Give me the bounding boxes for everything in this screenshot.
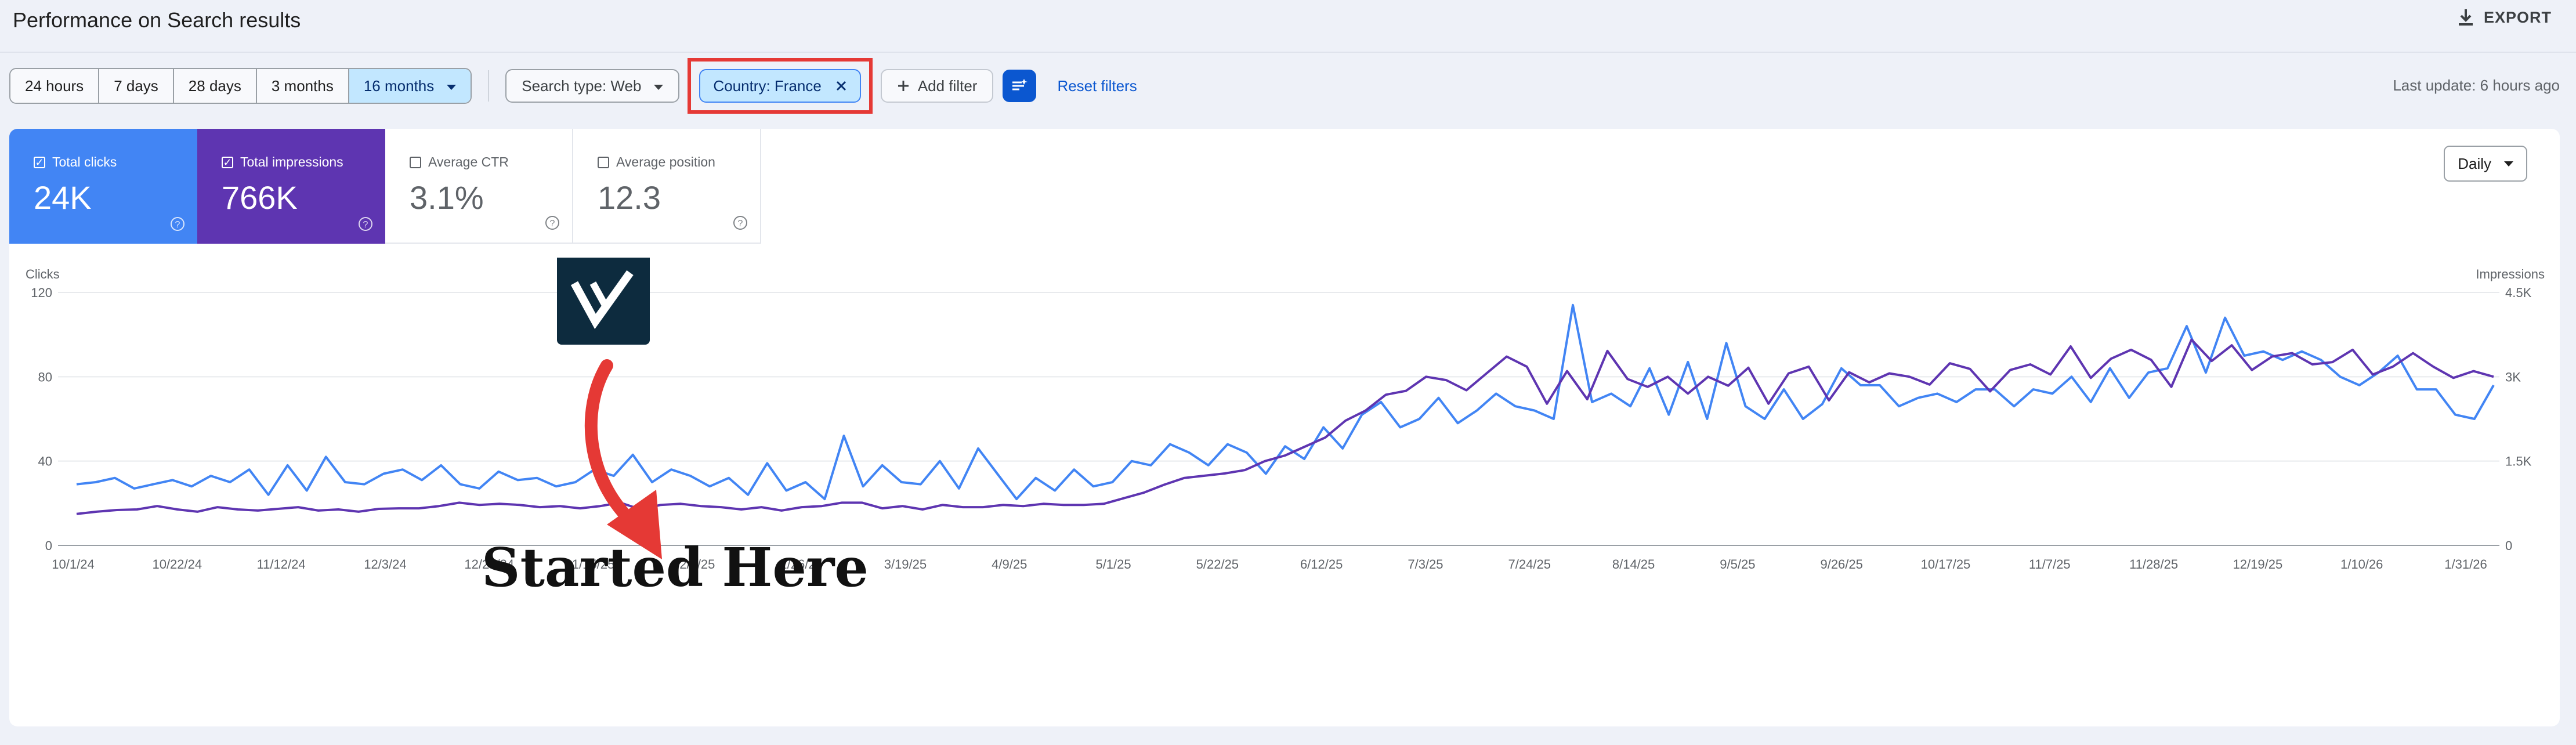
y-right-tick: 3K bbox=[2505, 370, 2521, 384]
x-tick: 12/3/24 bbox=[364, 557, 406, 572]
metric-label: Total impressions bbox=[240, 154, 343, 169]
x-tick: 10/1/24 bbox=[52, 557, 94, 572]
metric-average-position[interactable]: Average position 12.3 ? bbox=[573, 129, 761, 244]
reset-filters-link[interactable]: Reset filters bbox=[1057, 77, 1137, 95]
x-tick: 2/26/25 bbox=[780, 557, 822, 572]
x-tick: 1/31/26 bbox=[2444, 557, 2487, 572]
filter-bar: 24 hours 7 days 28 days 3 months 16 mont… bbox=[9, 58, 1137, 114]
metric-label: Average position bbox=[616, 154, 715, 169]
y-left-axis-label: Clicks bbox=[26, 267, 60, 281]
search-type-label: Search type: Web bbox=[522, 77, 642, 95]
y-left-tick: 80 bbox=[38, 370, 52, 384]
checkbox-checked-icon[interactable]: ✓ bbox=[222, 156, 233, 168]
last-update-text: Last update: 6 hours ago bbox=[2393, 77, 2560, 94]
export-label: EXPORT bbox=[2483, 8, 2552, 26]
annotation: Started Here bbox=[482, 258, 869, 599]
metric-average-ctr[interactable]: Average CTR 3.1% ? bbox=[385, 129, 573, 244]
range-24-hours[interactable]: 24 hours bbox=[10, 69, 100, 103]
range-3-months[interactable]: 3 months bbox=[256, 69, 349, 103]
filter-settings-button[interactable] bbox=[1003, 70, 1037, 102]
x-tick: 1/10/26 bbox=[2340, 557, 2383, 572]
x-tick: 10/17/25 bbox=[1921, 557, 1971, 572]
y-right-tick: 4.5K bbox=[2505, 285, 2532, 300]
x-tick: 9/5/25 bbox=[1720, 557, 1755, 572]
x-tick: 11/12/24 bbox=[257, 557, 306, 572]
range-28-days[interactable]: 28 days bbox=[173, 69, 257, 103]
y-right-axis-label: Impressions bbox=[2476, 267, 2545, 281]
chevron-down-icon bbox=[654, 84, 664, 90]
metric-value: 12.3 bbox=[598, 179, 661, 216]
performance-chart: Clicks Impressions 120 4.5K 80 3K 40 1.5K 0 0 1… bbox=[26, 258, 2545, 599]
checkbox-unchecked-icon[interactable] bbox=[410, 156, 421, 168]
metric-total-impressions[interactable]: ✓ Total impressions 766K ? bbox=[197, 129, 385, 244]
download-icon bbox=[2458, 9, 2473, 26]
x-tick: 3/19/25 bbox=[884, 557, 927, 572]
y-left-tick: 120 bbox=[31, 285, 52, 300]
x-tick: 5/22/25 bbox=[1196, 557, 1239, 572]
export-button[interactable]: EXPORT bbox=[2457, 8, 2552, 27]
metric-value: 766K bbox=[222, 179, 298, 216]
help-icon[interactable]: ? bbox=[733, 216, 747, 230]
metric-total-clicks[interactable]: ✓ Total clicks 24K ? bbox=[9, 129, 197, 244]
header-divider bbox=[0, 52, 2576, 53]
range-7-days[interactable]: 7 days bbox=[99, 69, 174, 103]
x-tick: 11/7/25 bbox=[2029, 557, 2071, 572]
x-tick: 11/28/25 bbox=[2129, 557, 2178, 572]
metric-label: Total clicks bbox=[52, 154, 117, 169]
chevron-down-icon bbox=[447, 84, 457, 90]
x-tick: 9/26/25 bbox=[1820, 557, 1862, 572]
plus-icon bbox=[898, 81, 909, 91]
range-16-months-label: 16 months bbox=[363, 77, 435, 95]
metric-value: 24K bbox=[34, 179, 92, 216]
range-16-months[interactable]: 16 months bbox=[349, 69, 471, 103]
y-right-tick: 1.5K bbox=[2505, 454, 2532, 469]
help-icon[interactable]: ? bbox=[359, 217, 372, 231]
help-icon[interactable]: ? bbox=[545, 216, 559, 230]
add-filter-button[interactable]: Add filter bbox=[880, 69, 994, 103]
search-type-filter[interactable]: Search type: Web bbox=[505, 69, 680, 103]
x-tick: 6/12/25 bbox=[1300, 557, 1343, 572]
filter-divider bbox=[488, 70, 490, 102]
close-icon[interactable] bbox=[835, 80, 847, 92]
x-tick: 4/9/25 bbox=[992, 557, 1027, 572]
x-tick: 10/22/24 bbox=[152, 557, 202, 572]
checkbox-unchecked-icon[interactable] bbox=[598, 156, 609, 168]
x-tick: 7/3/25 bbox=[1408, 557, 1443, 572]
x-tick: 12/25/24 bbox=[464, 557, 514, 572]
granularity-label: Daily bbox=[2458, 155, 2491, 172]
help-icon[interactable]: ? bbox=[171, 217, 184, 231]
page-title: Performance on Search results bbox=[13, 8, 301, 32]
metric-label: Average CTR bbox=[428, 154, 509, 169]
country-filter-label: Country: France bbox=[713, 77, 822, 95]
annotation-text: Started Here bbox=[482, 536, 869, 599]
date-range-selector: 24 hours 7 days 28 days 3 months 16 mont… bbox=[9, 68, 472, 104]
add-filter-label: Add filter bbox=[917, 77, 978, 95]
x-tick: 5/1/25 bbox=[1095, 557, 1131, 572]
country-filter-chip[interactable]: Country: France bbox=[699, 69, 861, 103]
y-left-tick: 40 bbox=[38, 454, 52, 469]
x-tick: 2/5/25 bbox=[679, 557, 715, 572]
country-filter-highlight: Country: France bbox=[688, 58, 873, 114]
chevron-down-icon bbox=[2504, 161, 2513, 167]
series-line-impressions bbox=[76, 338, 2494, 515]
x-tick: 1/15/25 bbox=[572, 557, 614, 572]
checkbox-checked-icon[interactable]: ✓ bbox=[34, 156, 45, 168]
metric-value: 3.1% bbox=[410, 179, 484, 216]
y-left-tick: 0 bbox=[45, 538, 52, 553]
y-right-tick: 0 bbox=[2505, 538, 2512, 553]
filter-sliders-icon bbox=[1012, 79, 1028, 91]
performance-card: ✓ Total clicks 24K ? ✓ Total impressions 7… bbox=[9, 129, 2560, 726]
granularity-dropdown[interactable]: Daily bbox=[2444, 146, 2527, 182]
x-tick: 7/24/25 bbox=[1508, 557, 1551, 572]
x-tick: 12/19/25 bbox=[2233, 557, 2283, 572]
arrow-icon bbox=[584, 359, 648, 537]
x-tick: 8/14/25 bbox=[1612, 557, 1655, 572]
series-line-clicks bbox=[76, 303, 2495, 501]
